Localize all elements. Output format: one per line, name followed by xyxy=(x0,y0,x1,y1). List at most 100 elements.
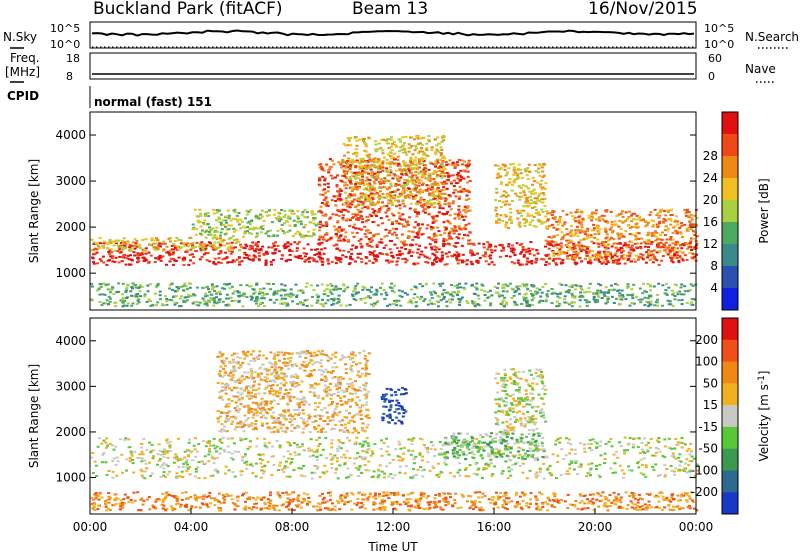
echo-cell xyxy=(457,237,461,240)
echo-cell xyxy=(242,292,246,295)
echo-cell xyxy=(510,445,514,448)
echo-cell xyxy=(274,248,278,251)
echo-cell xyxy=(442,165,446,168)
echo-cell xyxy=(521,283,525,286)
echo-cell xyxy=(410,476,414,479)
echo-cell xyxy=(391,194,395,197)
echo-cell xyxy=(695,235,699,238)
echo-cell xyxy=(243,453,247,456)
echo-cell xyxy=(406,164,410,167)
echo-cell xyxy=(346,210,350,213)
echo-cell xyxy=(509,208,512,210)
echo-cell xyxy=(358,455,362,458)
echo-cell xyxy=(324,221,328,224)
echo-cell xyxy=(495,219,498,222)
echo-cell xyxy=(508,282,512,285)
echo-cell xyxy=(194,250,198,253)
echo-cell xyxy=(657,250,661,252)
echo-cell xyxy=(462,190,466,193)
echo-cell xyxy=(606,261,610,264)
echo-cell xyxy=(364,161,368,164)
echo-cell xyxy=(285,294,289,297)
echo-cell xyxy=(361,443,365,446)
echo-cell xyxy=(559,474,563,476)
echo-cell xyxy=(421,210,425,213)
echo-cell xyxy=(550,236,554,239)
echo-cell xyxy=(590,219,594,222)
echo-cell xyxy=(582,443,586,446)
echo-cell xyxy=(337,294,341,297)
echo-cell xyxy=(490,251,494,254)
echo-cell xyxy=(420,171,424,174)
echo-cell xyxy=(450,237,454,240)
echo-cell xyxy=(313,217,317,220)
echo-cell xyxy=(391,233,394,236)
echo-cell xyxy=(538,299,542,302)
echo-cell xyxy=(215,238,219,240)
echo-cell xyxy=(399,447,403,450)
echo-cell xyxy=(390,289,394,292)
echo-cell xyxy=(669,255,673,258)
echo-cell xyxy=(632,283,636,286)
echo-cell xyxy=(680,293,684,296)
echo-cell xyxy=(239,294,243,297)
echo-cell xyxy=(528,469,532,472)
echo-cell xyxy=(364,220,368,223)
nave-label: Nave xyxy=(745,62,776,76)
echo-cell xyxy=(387,179,391,182)
echo-cell xyxy=(630,225,634,228)
echo-cell xyxy=(162,467,166,470)
echo-cell xyxy=(540,166,544,169)
echo-cell xyxy=(359,252,362,255)
echo-cell xyxy=(566,441,570,444)
echo-cell xyxy=(656,475,660,477)
echo-cell xyxy=(302,226,306,229)
echo-cell xyxy=(651,466,655,468)
echo-cell xyxy=(354,457,358,460)
echo-cell xyxy=(419,137,423,140)
echo-cell xyxy=(394,162,398,165)
echo-cell xyxy=(183,456,187,459)
echo-cell xyxy=(373,302,377,305)
echo-cell xyxy=(361,161,364,163)
echo-cell xyxy=(350,190,354,192)
echo-cell xyxy=(585,245,589,248)
echo-cell xyxy=(421,182,425,185)
echo-cell xyxy=(92,243,96,245)
echo-cell xyxy=(434,196,438,199)
echo-cell xyxy=(546,240,550,243)
echo-cell xyxy=(402,147,406,150)
echo-cell xyxy=(458,469,462,472)
echo-cell xyxy=(687,215,691,218)
colorbar-swatch xyxy=(722,244,738,267)
echo-cell xyxy=(543,221,547,224)
echo-cell xyxy=(587,287,591,290)
echo-cell xyxy=(551,251,555,254)
echo-cell xyxy=(255,297,259,300)
echo-cell xyxy=(446,211,450,214)
echo-cell xyxy=(685,301,689,304)
echo-cell xyxy=(679,469,683,472)
echo-cell xyxy=(348,439,352,442)
echo-cell xyxy=(453,228,457,231)
echo-cell xyxy=(388,155,392,157)
echo-cell xyxy=(639,219,643,222)
echo-cell xyxy=(276,234,280,237)
echo-cell xyxy=(302,252,306,255)
echo-cell xyxy=(317,255,321,258)
echo-cell xyxy=(651,224,655,226)
echo-cell xyxy=(279,294,283,297)
echo-cell xyxy=(168,444,172,447)
echo-cell xyxy=(658,222,661,225)
echo-cell xyxy=(407,301,411,304)
echo-cell xyxy=(197,221,201,224)
echo-cell xyxy=(377,470,381,473)
echo-cell xyxy=(417,211,421,214)
echo-cell xyxy=(499,182,503,185)
echo-cell xyxy=(551,245,555,248)
echo-cell xyxy=(353,260,357,263)
echo-cell xyxy=(385,205,389,207)
echo-cell xyxy=(432,182,436,185)
echo-cell xyxy=(693,248,697,250)
echo-cell xyxy=(404,225,408,228)
